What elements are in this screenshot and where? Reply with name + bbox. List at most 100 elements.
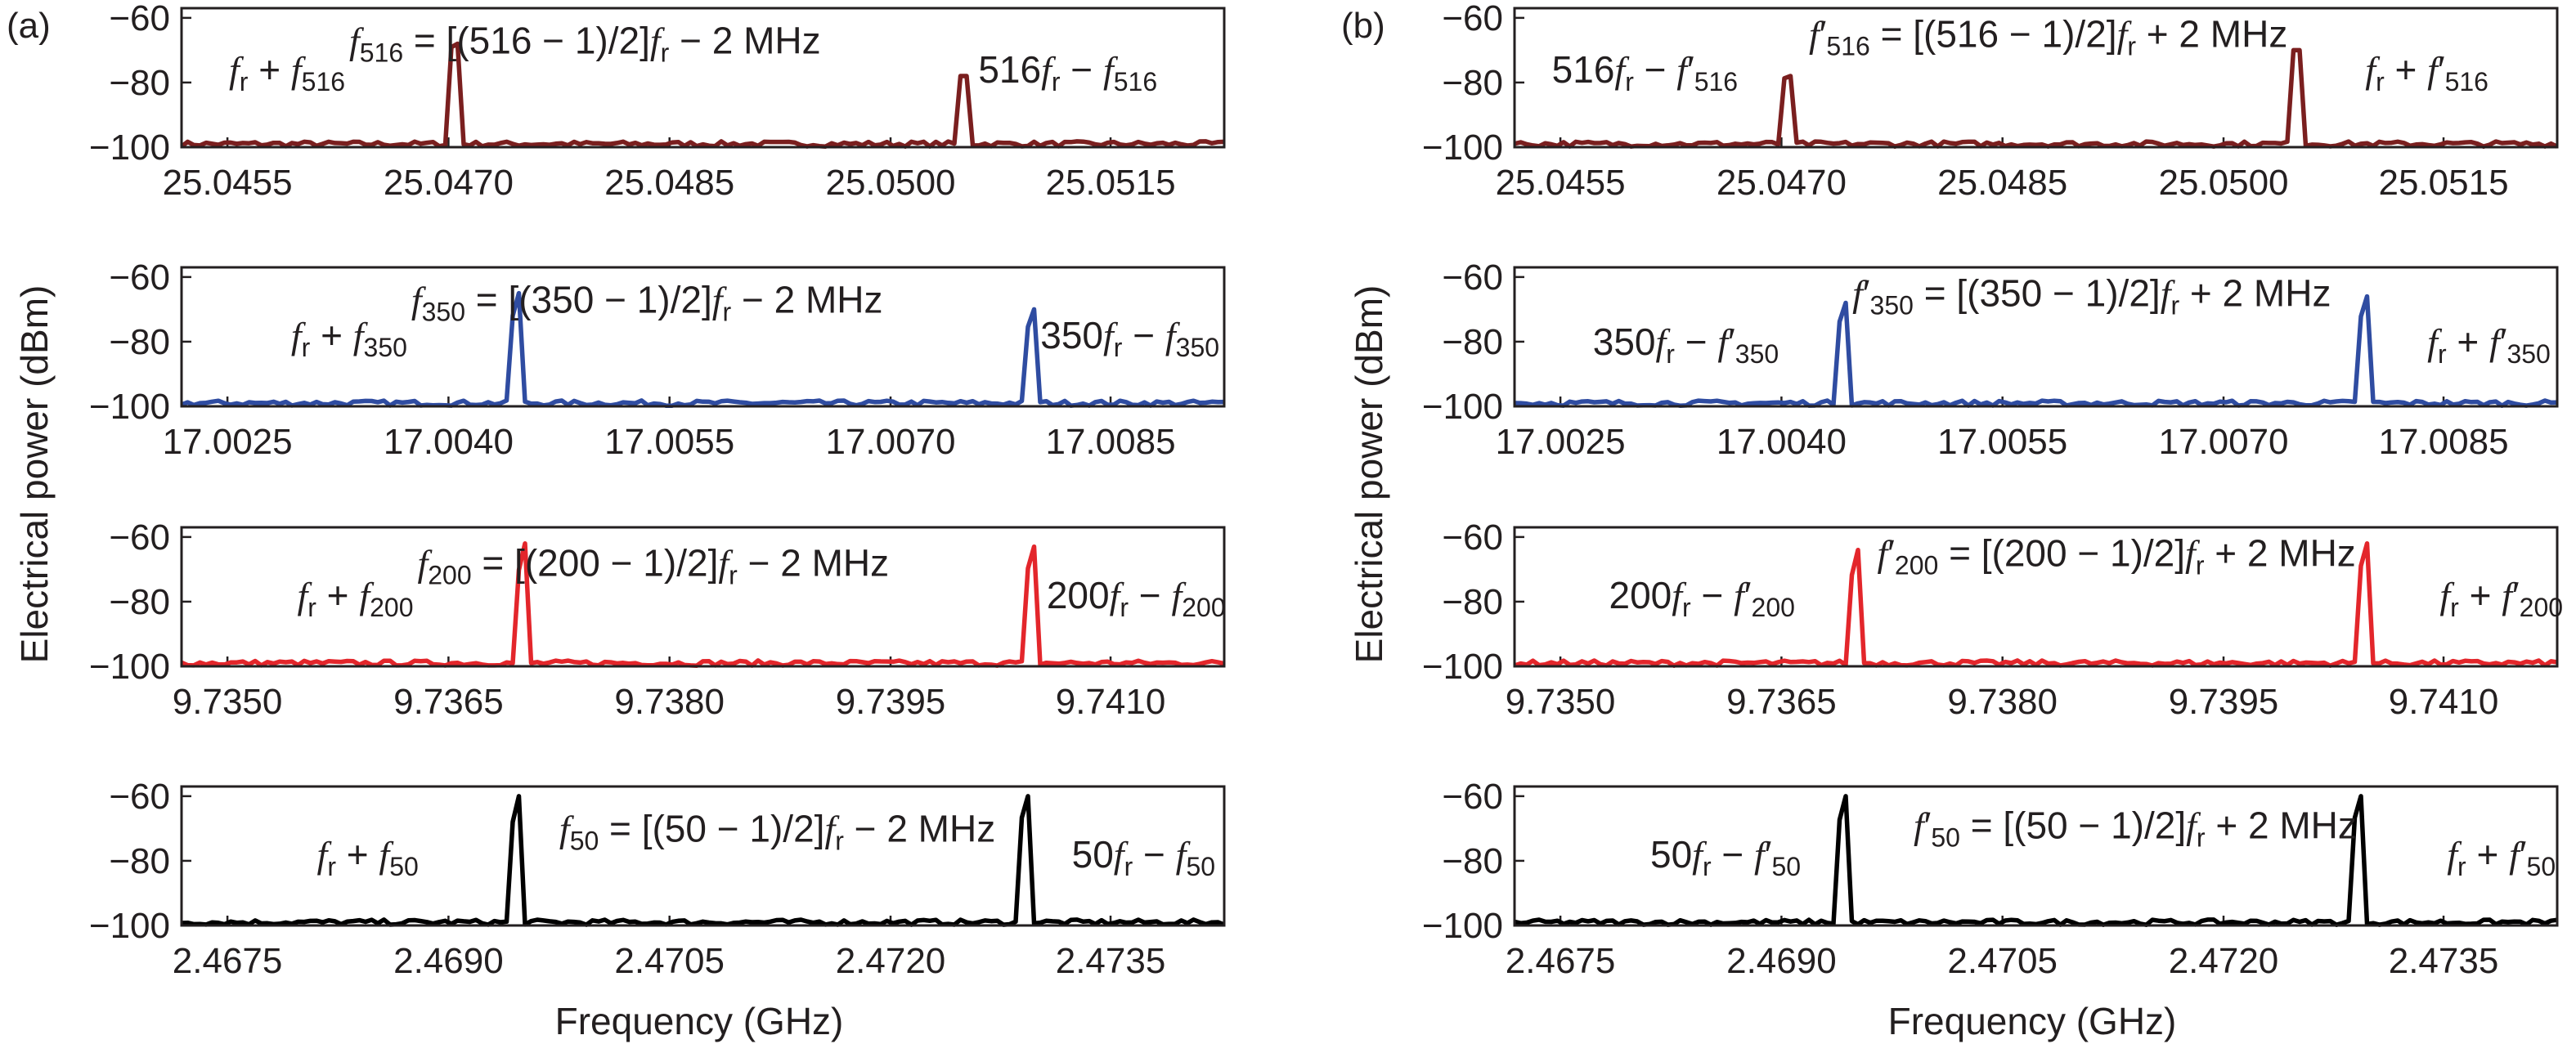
annotation: f′200​ = [(200 − 1)/2]fr​ + 2 MHz — [1878, 532, 2356, 580]
annotation: f′516​ = [(516 − 1)/2]fr​ + 2 MHz — [1809, 13, 2287, 61]
x-tick-label: 17.0085 — [1045, 422, 1175, 462]
annotation: 200fr​ − f200​ — [1047, 574, 1226, 622]
x-tick-label: 9.7410 — [1056, 682, 1166, 722]
x-tick-label: 9.7350 — [1506, 682, 1616, 722]
x-tick-label: 9.7395 — [2169, 682, 2279, 722]
x-tick-label: 25.0455 — [1496, 163, 1626, 203]
x-tick-label: 25.0485 — [604, 163, 734, 203]
x-tick-label: 25.0500 — [2158, 163, 2288, 203]
x-tick-label: 17.0070 — [2158, 422, 2288, 462]
x-tick-label: 9.7410 — [2389, 682, 2499, 722]
x-tick-label: 25.0455 — [163, 163, 293, 203]
y-tick-label: −100 — [1422, 387, 1503, 427]
y-tick-label: −80 — [109, 582, 170, 622]
y-tick-label: −100 — [1422, 906, 1503, 946]
x-tick-label: 17.0040 — [1717, 422, 1847, 462]
x-tick-label: 17.0055 — [1937, 422, 2067, 462]
x-tick-label: 9.7395 — [836, 682, 946, 722]
annotation: fr​ + f′50​ — [2447, 833, 2556, 881]
y-tick-label: −80 — [1442, 582, 1503, 622]
annotation: f350​ = [(350 − 1)/2]fr​ − 2 MHz — [411, 279, 883, 327]
y-tick-label: −80 — [1442, 322, 1503, 362]
y-tick-label: −80 — [1442, 841, 1503, 881]
annotation: 350fr​ − f350​ — [1040, 314, 1219, 362]
x-tick-label: 2.4735 — [1056, 941, 1166, 981]
x-tick-label: 25.0500 — [825, 163, 955, 203]
ylabel-left: Electrical power (dBm) — [13, 285, 56, 664]
y-tick-label: −100 — [89, 128, 170, 168]
y-tick-label: −80 — [1442, 63, 1503, 103]
annotation: f′350​ = [(350 − 1)/2]fr​ + 2 MHz — [1852, 272, 2331, 320]
annotation: fr​ + f′200​ — [2439, 574, 2563, 622]
x-tick-label: 2.4675 — [1506, 941, 1616, 981]
x-tick-label: 25.0470 — [1717, 163, 1847, 203]
x-tick-label: 9.7380 — [1947, 682, 2058, 722]
y-tick-label: −100 — [89, 647, 170, 687]
x-tick-label: 17.0085 — [2378, 422, 2508, 462]
y-tick-label: −60 — [1442, 258, 1503, 298]
ylabel-right: Electrical power (dBm) — [1348, 285, 1390, 664]
annotation: f200​ = [(200 − 1)/2]fr​ − 2 MHz — [417, 541, 889, 589]
y-tick-label: −60 — [109, 777, 170, 817]
annotation: 50fr​ − f50​ — [1072, 833, 1215, 881]
annotation: f50​ = [(50 − 1)/2]fr​ − 2 MHz — [559, 807, 995, 855]
x-tick-label: 2.4720 — [2169, 941, 2279, 981]
annotation: fr​ + f516​ — [229, 48, 345, 96]
x-tick-label: 25.0515 — [1045, 163, 1175, 203]
x-tick-label: 2.4690 — [1726, 941, 1837, 981]
x-tick-label: 17.0070 — [825, 422, 955, 462]
y-tick-label: −80 — [109, 841, 170, 881]
annotation: fr​ + f200​ — [297, 574, 413, 622]
y-tick-label: −60 — [109, 518, 170, 558]
y-tick-label: −100 — [89, 906, 170, 946]
annotation: fr​ + f50​ — [317, 833, 419, 881]
x-tick-label: 9.7380 — [614, 682, 725, 722]
x-tick-label: 9.7365 — [393, 682, 504, 722]
annotation: 50fr​ − f′50​ — [1650, 833, 1801, 881]
y-tick-label: −80 — [109, 63, 170, 103]
y-tick-label: −60 — [1442, 0, 1503, 38]
annotation: fr​ + f′350​ — [2427, 320, 2551, 369]
panel-label: (b) — [1341, 6, 1385, 46]
annotation: 516fr​ − f516​ — [978, 48, 1157, 96]
x-tick-label: 17.0040 — [384, 422, 514, 462]
annotation: f′50​ = [(50 − 1)/2]fr​ + 2 MHz — [1914, 804, 2357, 852]
y-tick-label: −100 — [89, 387, 170, 427]
y-tick-label: −60 — [1442, 777, 1503, 817]
y-tick-label: −100 — [1422, 647, 1503, 687]
panel-label: (a) — [7, 6, 51, 46]
annotation: 350fr​ − f′350​ — [1593, 320, 1779, 369]
x-tick-label: 2.4705 — [614, 941, 725, 981]
xlabel-right: Frequency (GHz) — [1888, 1000, 2177, 1042]
x-tick-label: 9.7365 — [1726, 682, 1837, 722]
x-tick-label: 25.0470 — [384, 163, 514, 203]
annotation: fr​ + f350​ — [291, 314, 407, 362]
annotation: f516​ = [(516 − 1)/2]fr​ − 2 MHz — [349, 20, 821, 68]
y-tick-label: −60 — [109, 258, 170, 298]
x-tick-label: 17.0025 — [163, 422, 293, 462]
annotation: fr​ + f′516​ — [2365, 48, 2488, 96]
x-tick-label: 25.0485 — [1937, 163, 2067, 203]
x-tick-label: 2.4675 — [173, 941, 283, 981]
annotation: 516fr​ − f′516​ — [1552, 48, 1738, 96]
x-tick-label: 25.0515 — [2378, 163, 2508, 203]
x-tick-label: 2.4705 — [1947, 941, 2058, 981]
x-tick-label: 2.4690 — [393, 941, 504, 981]
y-tick-label: −60 — [109, 0, 170, 38]
y-tick-label: −100 — [1422, 128, 1503, 168]
y-tick-label: −60 — [1442, 518, 1503, 558]
annotation: 200fr​ − f′200​ — [1609, 574, 1794, 622]
xlabel-left: Frequency (GHz) — [555, 1000, 844, 1042]
x-tick-label: 9.7350 — [173, 682, 283, 722]
x-tick-label: 17.0025 — [1496, 422, 1626, 462]
